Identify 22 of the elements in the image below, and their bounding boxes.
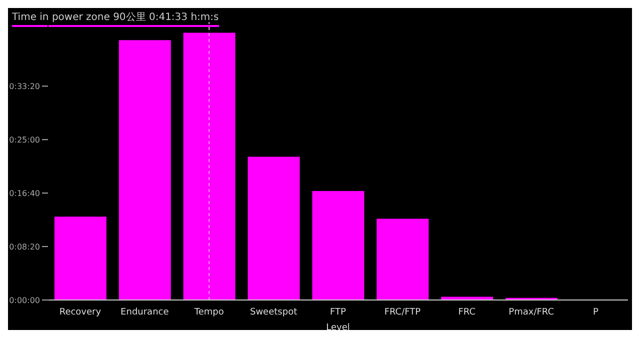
x-tick-label: Tempo xyxy=(193,307,224,318)
x-tick-label: Sweetspot xyxy=(250,307,298,318)
y-tick-label: 0:25:00 xyxy=(9,135,40,144)
x-axis-title: Level xyxy=(326,323,350,333)
x-tick-label: Endurance xyxy=(120,307,170,318)
bar xyxy=(376,218,429,300)
bar xyxy=(312,190,364,300)
x-tick-label: FRC xyxy=(458,307,476,318)
bar xyxy=(248,156,300,300)
bar xyxy=(118,40,171,300)
x-tick-label: FTP xyxy=(330,307,347,318)
chart-title: Time in power zone 90公里 0:41:33 h:m:s xyxy=(12,10,219,27)
x-tick-label: FRC/FTP xyxy=(384,307,422,318)
x-tick-label: Recovery xyxy=(59,307,102,318)
x-tick-label: Pmax/FRC xyxy=(508,307,554,318)
x-tick-label: P xyxy=(593,307,600,318)
y-tick-label: 0:33:20 xyxy=(9,82,40,91)
bar xyxy=(183,32,236,300)
y-tick-label: 0:16:40 xyxy=(9,188,40,198)
y-tick-label: 0:08:20 xyxy=(9,242,40,252)
bar xyxy=(54,216,106,300)
y-tick-label: 0:00:00 xyxy=(9,296,40,305)
